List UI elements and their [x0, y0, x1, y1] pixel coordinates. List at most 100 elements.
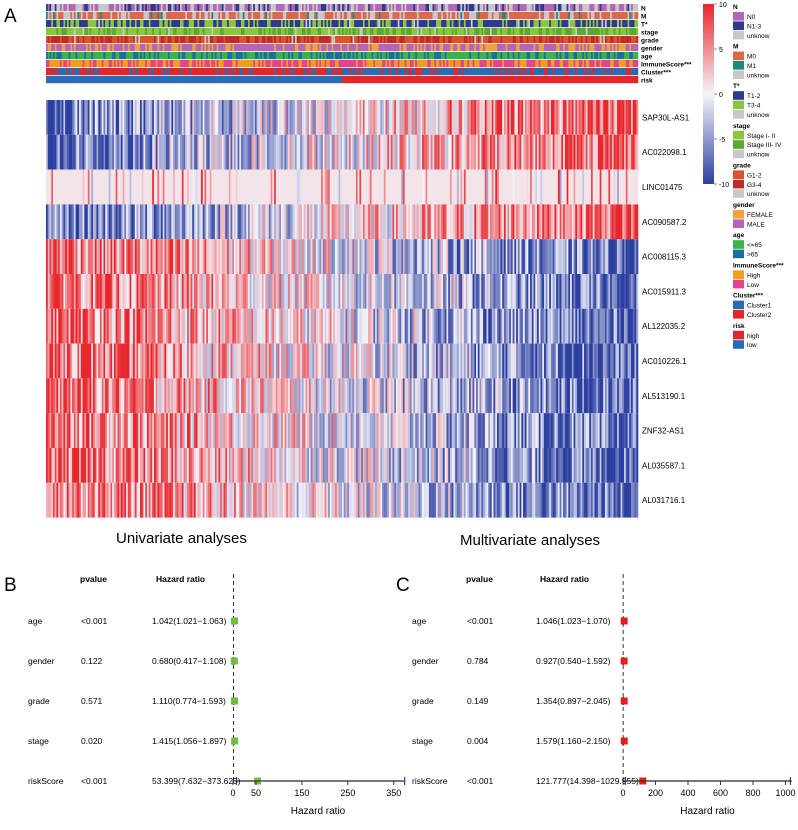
heatmap-cell	[362, 100, 365, 135]
annotation-cell	[631, 20, 634, 28]
annotation-cell	[507, 60, 510, 68]
annotation-cell	[453, 44, 456, 52]
annotation-cell	[615, 52, 618, 60]
annotation-cell	[516, 28, 519, 36]
annotation-cell	[474, 68, 477, 76]
heatmap-cell	[383, 134, 386, 170]
annotation-cell	[202, 76, 205, 84]
annotation-cell	[357, 4, 360, 12]
heatmap-cell	[108, 239, 111, 274]
annotation-cell	[146, 12, 150, 20]
annotation-cell	[199, 4, 202, 12]
heatmap-cell	[314, 100, 317, 135]
annotation-cell	[256, 4, 259, 12]
heatmap-cell	[406, 204, 409, 240]
heatmap-cell	[244, 169, 247, 205]
annotation-cell	[390, 12, 393, 20]
annotation-cell	[422, 68, 425, 76]
annotation-cell	[441, 20, 444, 28]
annotation-cell	[448, 4, 451, 12]
annotation-cell	[509, 12, 512, 20]
annotation-cell	[80, 68, 83, 76]
annotation-cell	[199, 36, 202, 44]
annotation-cell	[153, 76, 156, 84]
annotation-cell	[113, 36, 116, 44]
heatmap-cell	[202, 239, 205, 274]
heatmap-cell	[187, 100, 190, 135]
annotation-cell	[554, 20, 557, 28]
annotation-cell	[437, 68, 440, 76]
heatmap-cell	[256, 100, 259, 135]
annotation-cell	[239, 76, 242, 84]
annotation-cell	[476, 44, 479, 52]
annotation-cell	[119, 20, 122, 28]
annotation-cell	[277, 60, 280, 68]
annotation-cell	[89, 36, 92, 44]
annotation-cell	[183, 44, 186, 52]
heatmap-cell	[361, 204, 364, 240]
annotation-cell	[261, 36, 264, 44]
heatmap-cell	[84, 239, 87, 274]
annotation-cell	[608, 60, 611, 68]
annotation-cell	[577, 76, 580, 84]
annotation-cell	[627, 12, 630, 20]
gene-label: AC090587.2	[642, 218, 687, 227]
annotation-cell	[444, 52, 447, 60]
annotation-cell	[446, 12, 449, 20]
annotation-cell	[516, 60, 519, 68]
annotation-cell	[352, 4, 355, 12]
heatmap-cell	[178, 239, 181, 274]
heatmap-cell	[584, 134, 587, 170]
annotation-cell	[140, 4, 143, 12]
annotation-cell	[467, 76, 470, 84]
annotation-cell	[366, 28, 369, 36]
annotation-cell	[298, 68, 301, 76]
annotation-cell	[307, 12, 310, 20]
annotation-cell	[314, 68, 317, 76]
annotation-cell	[72, 36, 75, 44]
annotation-cell	[479, 60, 482, 68]
annotation-cell	[213, 60, 216, 68]
heatmap-cell	[141, 204, 144, 240]
annotation-cell	[300, 68, 303, 76]
heatmap-cell	[503, 100, 506, 135]
annotation-cell	[220, 44, 223, 52]
heatmap-cell	[153, 239, 156, 274]
annotation-cell	[589, 44, 592, 52]
heatmap-cell	[444, 134, 447, 170]
heatmap-cell	[68, 169, 71, 205]
annotation-cell	[617, 60, 620, 68]
heatmap-cell	[192, 239, 195, 274]
heatmap-cell	[239, 134, 242, 170]
annotation-cell	[209, 20, 212, 28]
annotation-cell	[498, 68, 501, 76]
annotation-cell	[225, 60, 228, 68]
heatmap-cell	[493, 204, 496, 240]
heatmap-cell	[404, 169, 407, 205]
heatmap-cell	[444, 204, 447, 240]
annotation-cell	[335, 4, 338, 12]
heatmap-cell	[415, 204, 418, 240]
annotation-cell	[631, 52, 634, 60]
heatmap-cell	[155, 169, 158, 205]
annotation-cell	[430, 60, 433, 68]
heatmap-cell	[543, 100, 547, 135]
annotation-cell	[390, 68, 393, 76]
annotation-cell	[254, 60, 257, 68]
annotation-cell	[549, 36, 552, 44]
heatmap-cell	[575, 169, 578, 205]
heatmap-cell	[523, 134, 526, 170]
heatmap-cell	[65, 239, 68, 274]
annotation-cell	[382, 28, 385, 36]
annotation-cell	[378, 44, 381, 52]
annotation-cell	[547, 4, 550, 12]
heatmap-cell	[317, 239, 320, 274]
annotation-cell	[230, 12, 233, 20]
annotation-cell	[375, 4, 378, 12]
annotation-cell	[113, 44, 116, 52]
annotation-cell	[286, 20, 289, 28]
heatmap-cell	[275, 169, 278, 205]
annotation-cell	[73, 36, 76, 44]
annotation-cell	[282, 36, 285, 44]
heatmap-cell	[582, 134, 585, 170]
